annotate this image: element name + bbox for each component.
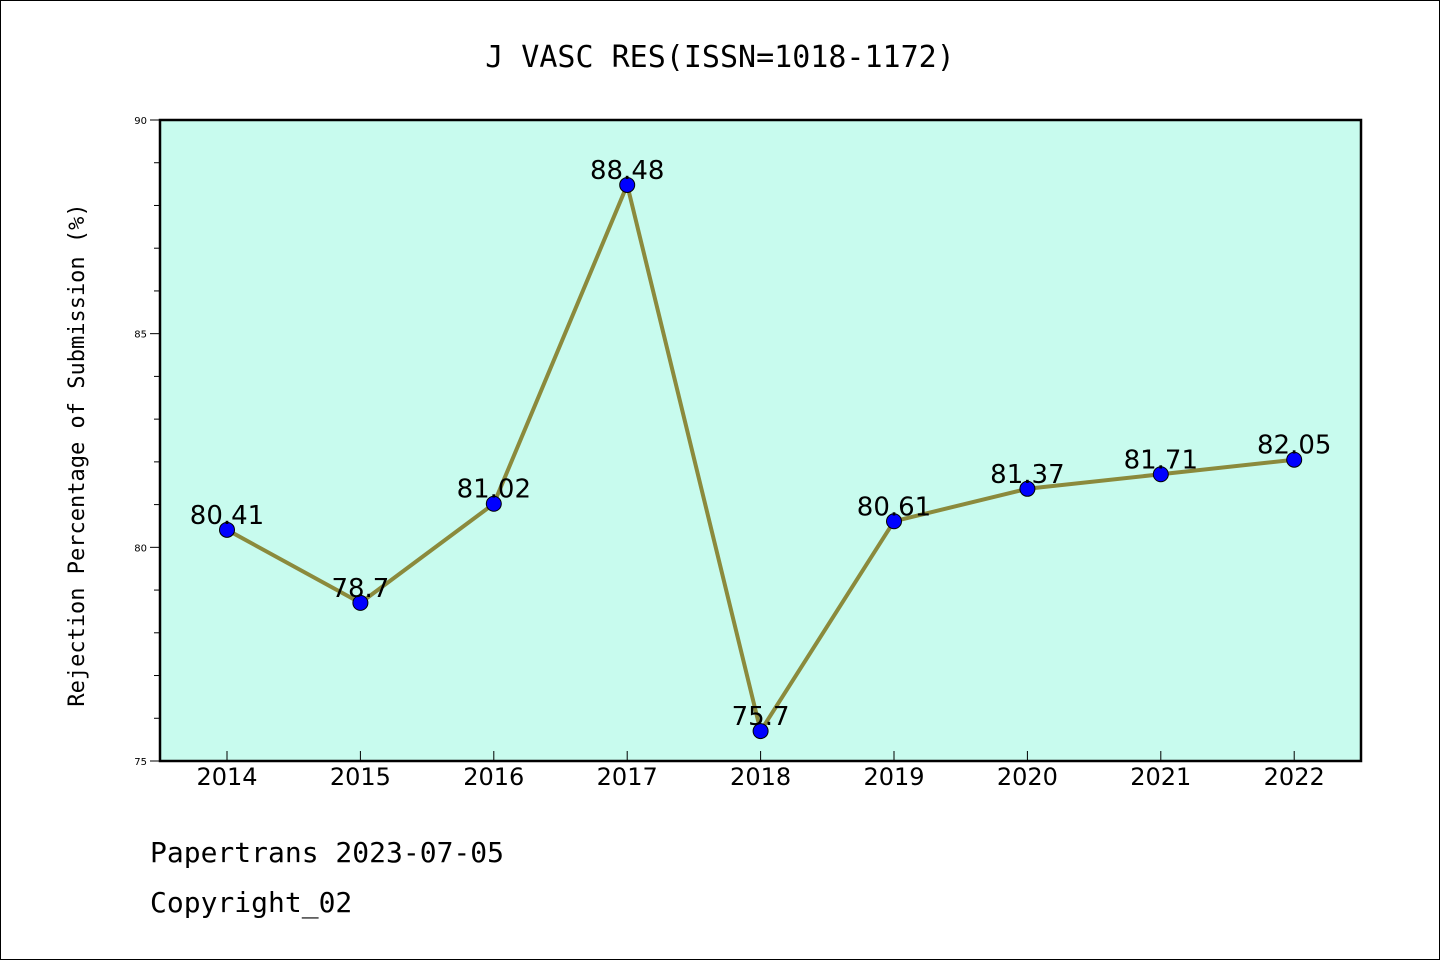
y-tick-label: 75 — [134, 757, 147, 768]
x-tick-label: 2022 — [1264, 763, 1325, 791]
y-axis-label: Rejection Percentage of Submission (%) — [65, 203, 90, 706]
data-labels: 80.41 78.7 81.02 88.48 75.7 80.61 81.37 81.71 82… — [190, 156, 1332, 732]
chart-title: J VASC RES(ISSN=1018-1172) — [485, 40, 955, 75]
data-label: 81.02 — [457, 475, 531, 505]
data-point — [219, 521, 235, 538]
data-label: 81.37 — [990, 460, 1064, 490]
x-tick-label: 2016 — [463, 763, 524, 791]
x-tick-label: 2017 — [597, 763, 658, 791]
data-point — [485, 495, 502, 512]
data-point — [352, 594, 369, 611]
x-tick-label: 2014 — [196, 763, 257, 791]
footer-copyright: Copyright_02 — [150, 886, 353, 919]
x-tick-label: 2018 — [730, 763, 791, 791]
x-tick-label: 2021 — [1130, 763, 1191, 791]
series-markers — [219, 176, 1303, 740]
data-label: 88.48 — [590, 156, 664, 186]
data-label: 80.61 — [857, 492, 931, 522]
plot-area — [158, 118, 1363, 763]
x-tick-label: 2015 — [330, 763, 391, 791]
x-tick-label: 2020 — [997, 763, 1058, 791]
data-label: 78.7 — [331, 574, 389, 604]
footer-date-credit: Papertrans 2023-07-05 — [150, 836, 505, 869]
x-tick-label: 2019 — [863, 763, 924, 791]
data-point — [1152, 466, 1169, 483]
x-axis: 2014 2015 2016 2017 2018 2019 2020 2021 2022 — [196, 751, 1325, 791]
data-point — [886, 513, 902, 530]
y-tick-label: 85 — [134, 330, 147, 341]
data-point — [1286, 451, 1303, 468]
data-label: 80.41 — [190, 501, 264, 531]
y-tick-label: 80 — [134, 543, 147, 554]
data-label: 75.7 — [732, 702, 790, 732]
data-label: 82.05 — [1257, 431, 1331, 461]
data-label: 81.71 — [1124, 445, 1198, 475]
data-point — [619, 176, 636, 193]
data-point — [752, 723, 769, 740]
data-point — [1019, 480, 1036, 497]
y-tick-label: 90 — [134, 116, 147, 127]
y-axis: 75 80 85 90 — [134, 116, 160, 768]
